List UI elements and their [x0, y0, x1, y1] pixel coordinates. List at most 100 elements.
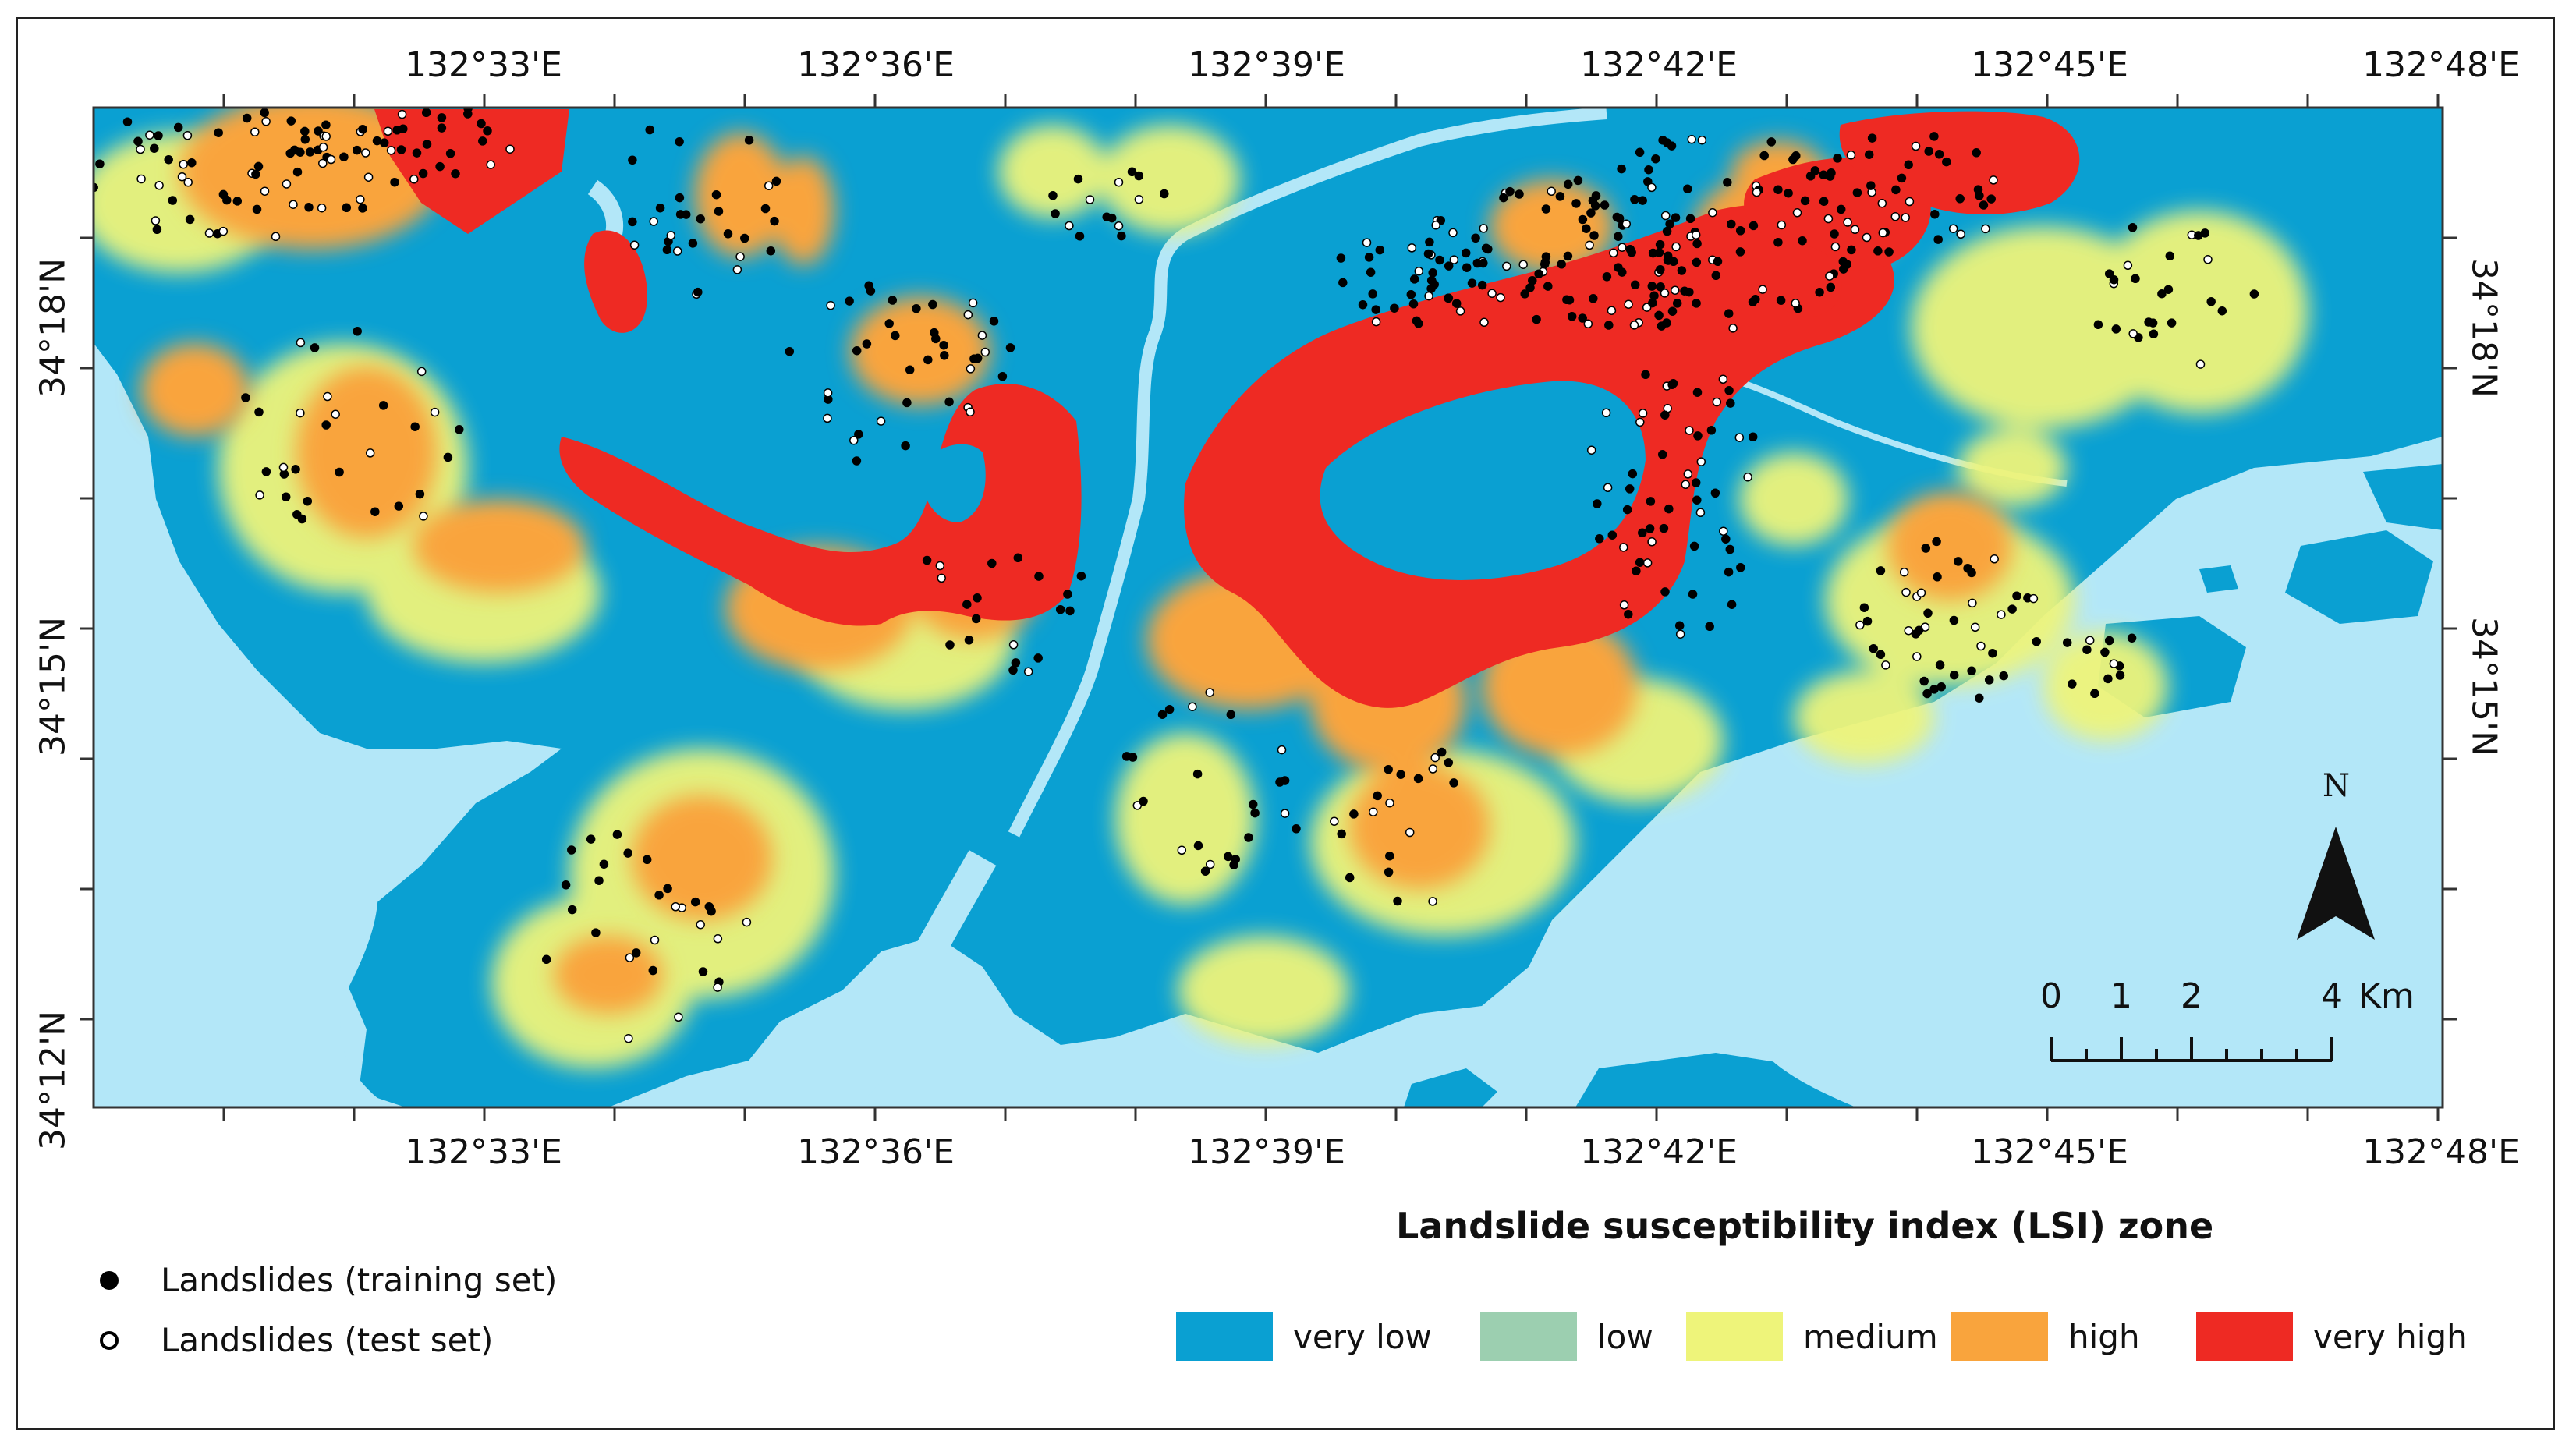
test-landslide-point — [1134, 194, 1144, 204]
training-landslide-point — [905, 365, 915, 375]
training-landslide-point — [1563, 251, 1573, 261]
test-landslide-point — [1728, 324, 1738, 333]
training-landslide-point — [1723, 178, 1732, 187]
training-landslide-point — [443, 452, 453, 462]
test-landslide-point — [1407, 243, 1417, 253]
zone-label: very high — [2313, 1317, 2468, 1356]
training-landslide-point — [2062, 638, 2072, 647]
training-landslide-point — [1833, 154, 1842, 163]
training-landslide-point — [1451, 299, 1462, 308]
test-landslide-point — [977, 331, 987, 340]
zone-swatch — [1951, 1312, 2048, 1361]
zone-swatch — [2196, 1312, 2293, 1361]
test-landslide-point — [1619, 600, 1629, 610]
training-landslide-point — [1735, 226, 1745, 236]
test-landslide-point — [1428, 764, 1438, 774]
training-landslide-point — [358, 124, 367, 134]
training-landslide-point — [1368, 289, 1377, 299]
training-landslide-point — [95, 159, 105, 168]
training-landslide-point — [2163, 285, 2174, 294]
training-landslide-point — [1933, 235, 1943, 244]
training-landslide-point — [420, 97, 428, 105]
training-landslide-point — [2103, 674, 2113, 684]
training-landslide-point — [2131, 274, 2140, 284]
test-landslide-point — [672, 246, 682, 256]
training-landslide-point — [567, 845, 576, 855]
training-landslide-point — [923, 355, 933, 365]
test-landslide-point — [713, 983, 722, 992]
test-landslide-point — [1448, 228, 1458, 238]
training-landslide-point — [1664, 504, 1674, 514]
training-landslide-point — [1385, 851, 1394, 861]
test-landslide-point — [1624, 299, 1633, 309]
training-landslide-point — [744, 136, 754, 145]
training-landslide-point — [410, 422, 420, 431]
training-landslide-point — [1013, 553, 1023, 563]
zone-core-very-low — [1320, 381, 1646, 580]
training-landslide-point — [435, 161, 445, 172]
training-landslide-point — [1617, 164, 1626, 174]
test-landslide-point — [1277, 745, 1287, 755]
test-landslide-point — [1911, 141, 1921, 151]
training-landslide-point — [1578, 313, 1587, 323]
training-landslide-point — [594, 876, 604, 885]
training-landslide-point — [1929, 132, 1939, 141]
training-landslide-point — [654, 891, 664, 900]
training-landslide-point — [1800, 196, 1810, 206]
test-landslide-point — [1177, 845, 1187, 855]
training-landslide-point — [1668, 378, 1678, 388]
test-landslide-point — [318, 142, 328, 152]
training-landslide-point — [421, 108, 431, 118]
training-landslide-point — [2115, 671, 2125, 680]
zone-swatch — [1176, 1312, 1273, 1361]
test-landslide-point — [2109, 659, 2119, 668]
training-landslide-point — [1884, 247, 1894, 257]
training-landslide-point — [437, 113, 447, 122]
training-landslide-point — [1721, 534, 1731, 544]
training-landslide-point — [1667, 141, 1677, 151]
training-landslide-point — [1624, 609, 1633, 619]
training-landslide-point — [291, 465, 300, 474]
test-landslide-point — [1968, 598, 1977, 608]
training-landslide-point — [973, 593, 982, 603]
training-landslide-point — [931, 334, 941, 344]
training-landslide-point — [2206, 297, 2216, 306]
training-landslide-point — [185, 214, 195, 225]
training-landslide-point — [1759, 151, 1769, 161]
north-label: N — [2323, 768, 2350, 804]
training-landslide-point — [1505, 186, 1515, 197]
training-landslide-point — [1600, 200, 1610, 210]
training-landslide-point — [1949, 670, 1959, 680]
training-landslide-point — [1075, 232, 1085, 241]
training-landslide-point — [1724, 567, 1734, 577]
training-landslide-point — [987, 558, 997, 568]
training-landslide-point — [1193, 841, 1203, 851]
test-landslide-point — [1487, 289, 1497, 299]
training-landslide-point — [1891, 185, 1901, 195]
test-landslide-point — [386, 146, 396, 155]
landslide-points — [94, 97, 2259, 1043]
training-landslide-point — [1859, 603, 1869, 612]
training-landslide-point — [1428, 268, 1437, 278]
training-landslide-point — [1805, 172, 1816, 181]
training-landslide-point — [1839, 264, 1848, 274]
training-landslide-point — [989, 317, 999, 326]
training-landslide-point — [451, 168, 460, 179]
training-landslide-point — [1034, 572, 1044, 581]
lon-top-label-4: 132°45'E — [1971, 45, 2128, 85]
training-landslide-point — [477, 119, 486, 129]
training-landslide-point — [1954, 557, 1963, 566]
training-landslide-point — [1638, 196, 1647, 205]
test-landslide-point — [430, 407, 440, 417]
training-landslide-point — [1573, 175, 1583, 186]
training-landslide-point — [1711, 271, 1721, 281]
training-landslide-point — [623, 848, 632, 858]
test-landslide-point — [1205, 859, 1215, 869]
training-landslide-point — [218, 189, 229, 200]
training-landslide-point — [1461, 248, 1471, 258]
training-landslide-point — [2104, 636, 2114, 646]
training-landslide-point — [1157, 710, 1168, 719]
test-landslide-point — [318, 158, 328, 168]
training-landslide-point — [1773, 185, 1783, 194]
training-landslide-point — [1819, 197, 1829, 206]
